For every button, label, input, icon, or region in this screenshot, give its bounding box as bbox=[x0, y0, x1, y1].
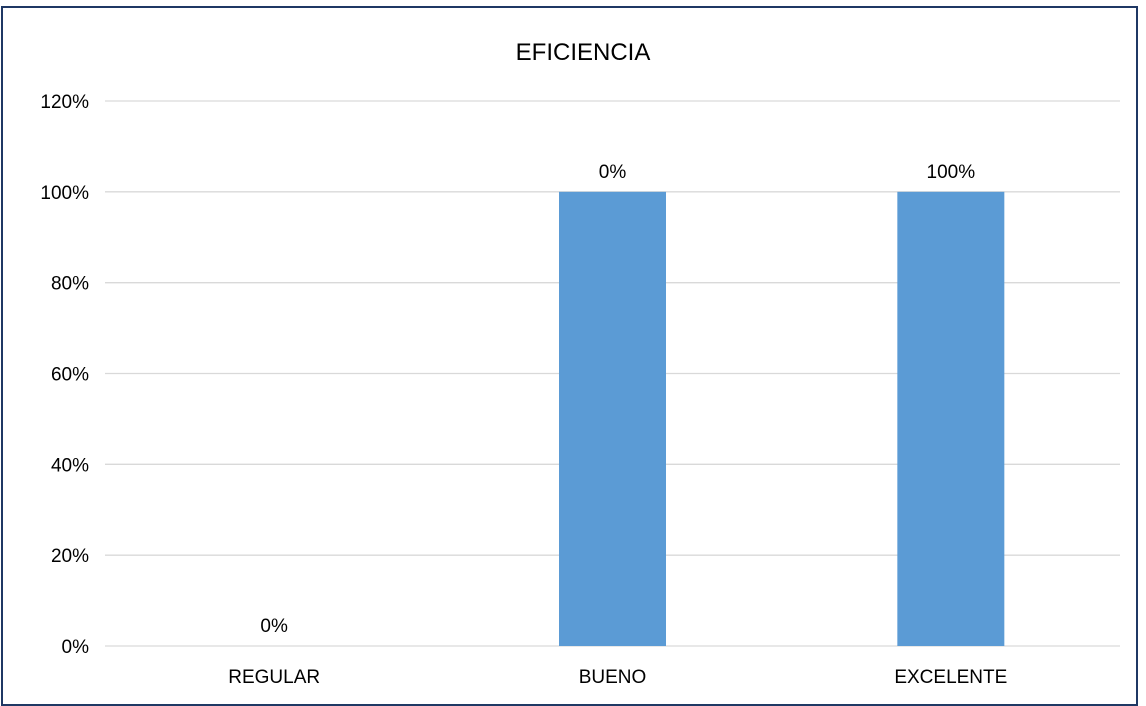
y-tick-label: 0% bbox=[62, 637, 90, 658]
y-tick-label: 40% bbox=[51, 455, 89, 476]
data-label-bueno: 0% bbox=[599, 162, 627, 183]
data-label-regular: 0% bbox=[260, 616, 288, 637]
x-axis-category-labels: REGULAR BUENO EXCELENTE bbox=[228, 667, 1007, 688]
category-label-excelente: EXCELENTE bbox=[894, 667, 1007, 688]
y-axis-tick-labels: 0% 20% 40% 60% 80% 100% 120% bbox=[40, 92, 89, 658]
bar-bueno bbox=[559, 191, 666, 647]
bars bbox=[559, 191, 1005, 647]
data-label-excelente: 100% bbox=[927, 162, 976, 183]
category-label-regular: REGULAR bbox=[228, 667, 320, 688]
chart-title: EFICIENCIA bbox=[516, 39, 651, 66]
y-tick-label: 20% bbox=[51, 546, 89, 567]
bar-excelente bbox=[897, 191, 1005, 647]
category-label-bueno: BUENO bbox=[579, 667, 647, 688]
y-tick-label: 60% bbox=[51, 365, 89, 386]
y-tick-label: 100% bbox=[40, 183, 89, 204]
y-tick-label: 80% bbox=[51, 274, 89, 295]
data-labels: 0% 0% 100% bbox=[260, 162, 975, 637]
y-tick-label: 120% bbox=[40, 92, 89, 113]
